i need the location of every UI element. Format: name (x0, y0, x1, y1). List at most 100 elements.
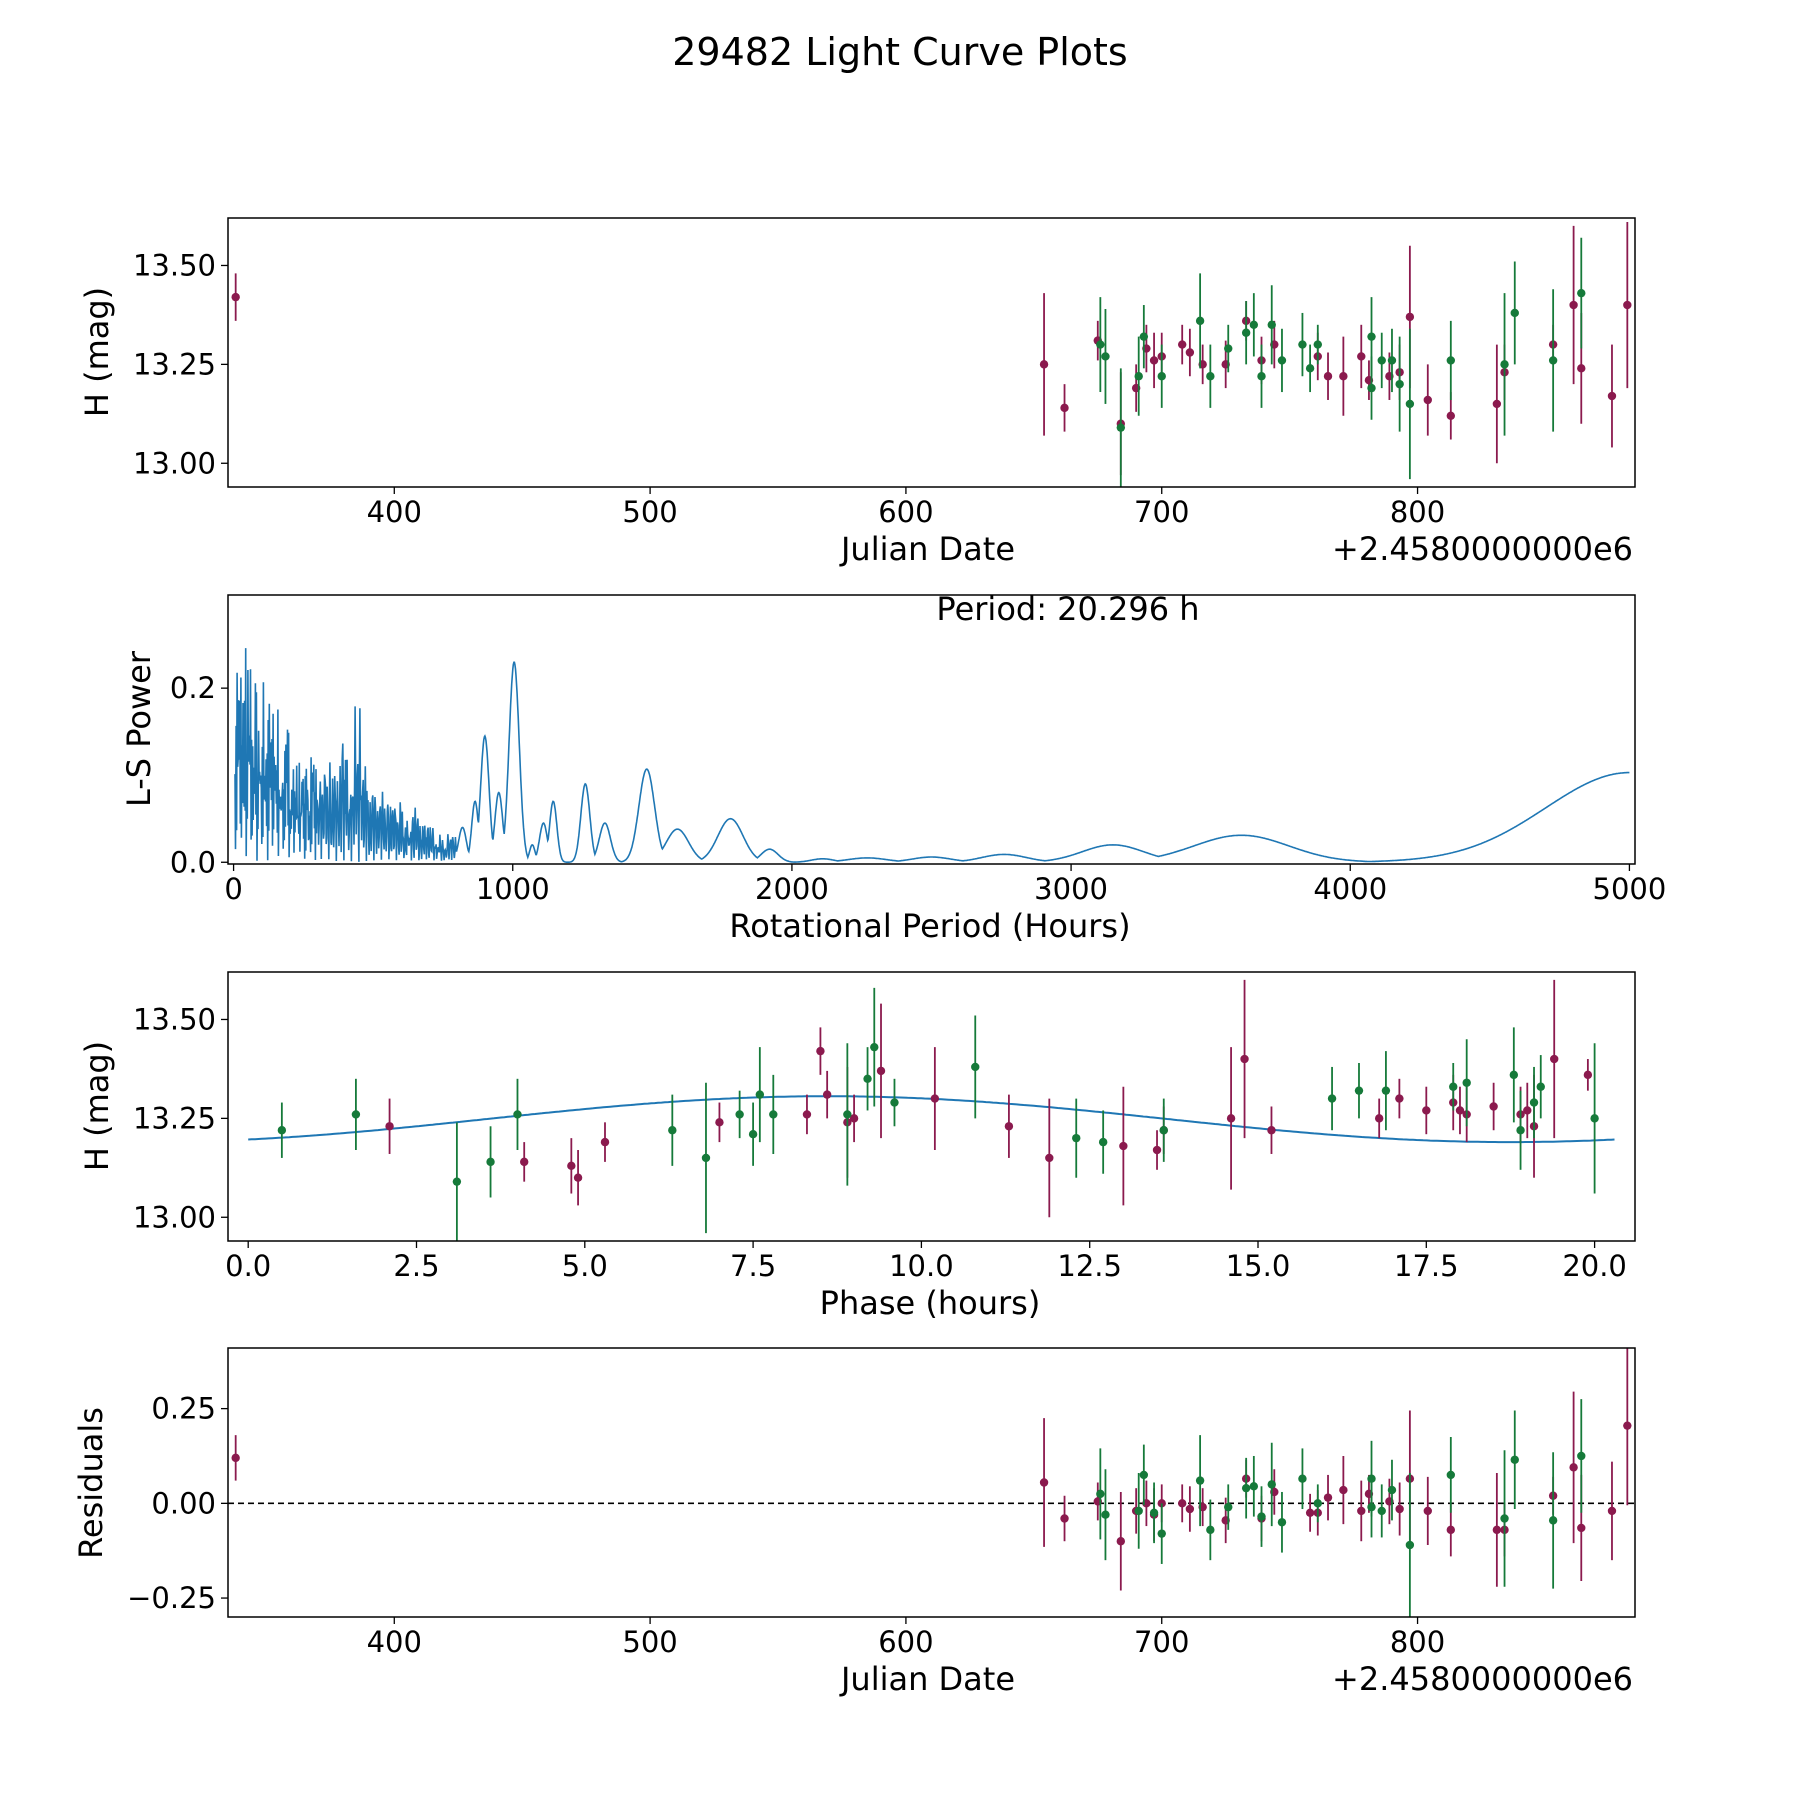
res-data-point (1323, 1493, 1333, 1502)
res-data-point (1446, 1470, 1456, 1480)
lc-data-point (1446, 356, 1456, 365)
lc-data-point (1060, 403, 1069, 413)
phase-data-point (567, 1161, 576, 1171)
res-xtick-label: 600 (878, 1625, 933, 1659)
lc-data-point (1395, 379, 1404, 389)
lc-xtick-label: 700 (1134, 495, 1189, 529)
res-plot-area (228, 1348, 1635, 1617)
phase-data-point (1550, 1054, 1559, 1064)
lc-data-point (1178, 340, 1187, 349)
res-data-point (1500, 1514, 1509, 1523)
phase-axes: 0.0 2.5 5.0 7.5 10.0 12.5 15.0 17.5 20.0 13.00 13.… (133, 1002, 1627, 1283)
res-data-point (1116, 1537, 1126, 1546)
phase-xlabel: Phase (hours) (820, 1284, 1041, 1322)
lc-data-point (1305, 364, 1315, 373)
phase-data-point (863, 1074, 872, 1084)
ls-ytick-label: 0.2 (170, 671, 216, 705)
res-data-point (1357, 1506, 1366, 1516)
res-data-point (1185, 1504, 1195, 1514)
phase-data-point (1462, 1078, 1471, 1087)
res-data-point (1101, 1510, 1110, 1519)
lc-data-point (1510, 308, 1519, 318)
lc-data-point (1387, 356, 1397, 365)
lc-data-point (1313, 340, 1322, 349)
phase-fit-curve (248, 1095, 1615, 1144)
periodogram-line (234, 648, 1630, 863)
lc-data-point (1185, 348, 1195, 357)
light-curve-frame (227, 217, 1636, 488)
lc-data-point (1039, 360, 1049, 369)
lc-data-point (1149, 356, 1159, 365)
res-data-point (1206, 1525, 1215, 1535)
phase-plot-area (248, 979, 1615, 1241)
lc-data-point (1446, 411, 1456, 420)
phase-data-point (513, 1110, 522, 1119)
residuals-frame (227, 1347, 1636, 1618)
res-data-point (1060, 1514, 1069, 1523)
phase-data-point (816, 1046, 825, 1056)
lc-xtick-label: 500 (622, 495, 677, 529)
lc-ytick-label: 13.00 (133, 446, 216, 480)
phase-data-point (1119, 1141, 1128, 1151)
res-data-point (1305, 1508, 1315, 1518)
lc-xtick-label: 800 (1390, 495, 1445, 529)
phase-data-point (769, 1110, 778, 1119)
residuals-offset-label: +2.4580000000e6 (1332, 1660, 1633, 1698)
phase-data-point (1004, 1122, 1014, 1131)
lc-data-point (231, 292, 240, 302)
lc-data-point (1423, 395, 1432, 405)
res-ytick-label: 0.00 (151, 1486, 216, 1520)
lc-data-point (1569, 300, 1578, 310)
phase-data-point (1045, 1153, 1054, 1163)
res-data-point (1096, 1489, 1105, 1499)
res-data-point (1277, 1518, 1287, 1527)
res-data-point (1149, 1508, 1159, 1518)
phase-data-point (1374, 1114, 1384, 1123)
res-series-filter-2 (1096, 1399, 1586, 1617)
res-data-point (231, 1453, 240, 1463)
res-xtick-label: 800 (1390, 1625, 1445, 1659)
phase-data-point (822, 1090, 832, 1099)
res-data-point (1313, 1499, 1322, 1508)
phase-data-point (1381, 1086, 1391, 1095)
phase-xtick-label: 5.0 (562, 1249, 608, 1283)
phase-data-point (277, 1126, 287, 1135)
lc-ytick-label: 13.50 (133, 248, 216, 282)
phase-data-point (1267, 1126, 1276, 1135)
res-data-point (1367, 1502, 1376, 1512)
res-data-point (1178, 1499, 1187, 1508)
res-data-point (1039, 1478, 1049, 1487)
res-data-point (1339, 1485, 1348, 1495)
lc-data-point (1116, 423, 1126, 432)
phase-data-point (849, 1114, 859, 1123)
phase-data-point (351, 1110, 361, 1119)
res-data-point (1139, 1470, 1149, 1480)
phase-data-point (1422, 1106, 1431, 1115)
lc-data-point (1277, 356, 1287, 365)
res-data-point (1607, 1506, 1617, 1516)
lc-data-point (1096, 340, 1105, 349)
res-data-point (1298, 1474, 1307, 1483)
phase-data-point (870, 1042, 879, 1052)
lc-ytick-label: 13.25 (133, 347, 216, 381)
phase-data-point (668, 1126, 677, 1135)
phase-xtick-label: 10.0 (889, 1249, 954, 1283)
lc-data-point (1139, 332, 1149, 341)
res-data-point (1510, 1455, 1519, 1464)
lc-plot-area (231, 221, 1632, 487)
lc-data-point (1323, 372, 1333, 381)
phase-data-point (715, 1118, 724, 1127)
lc-data-point (1224, 344, 1233, 353)
phase-data-point (802, 1110, 812, 1119)
residuals-axes: 400 500 600 700 800 −0.25 0.00 0.25 (127, 1392, 1445, 1659)
lc-data-point (1241, 328, 1251, 337)
lc-data-point (1623, 300, 1632, 310)
lc-data-point (1367, 332, 1376, 341)
lc-data-point (1134, 372, 1143, 381)
phase-data-point (385, 1122, 394, 1131)
lc-data-point (1298, 340, 1307, 349)
phase-data-point (748, 1129, 758, 1139)
phase-data-point (1536, 1082, 1545, 1091)
panel-periodogram: 0 1000 2000 3000 4000 5000 0.0 0.2 Period: 20.2… (120, 590, 1666, 945)
